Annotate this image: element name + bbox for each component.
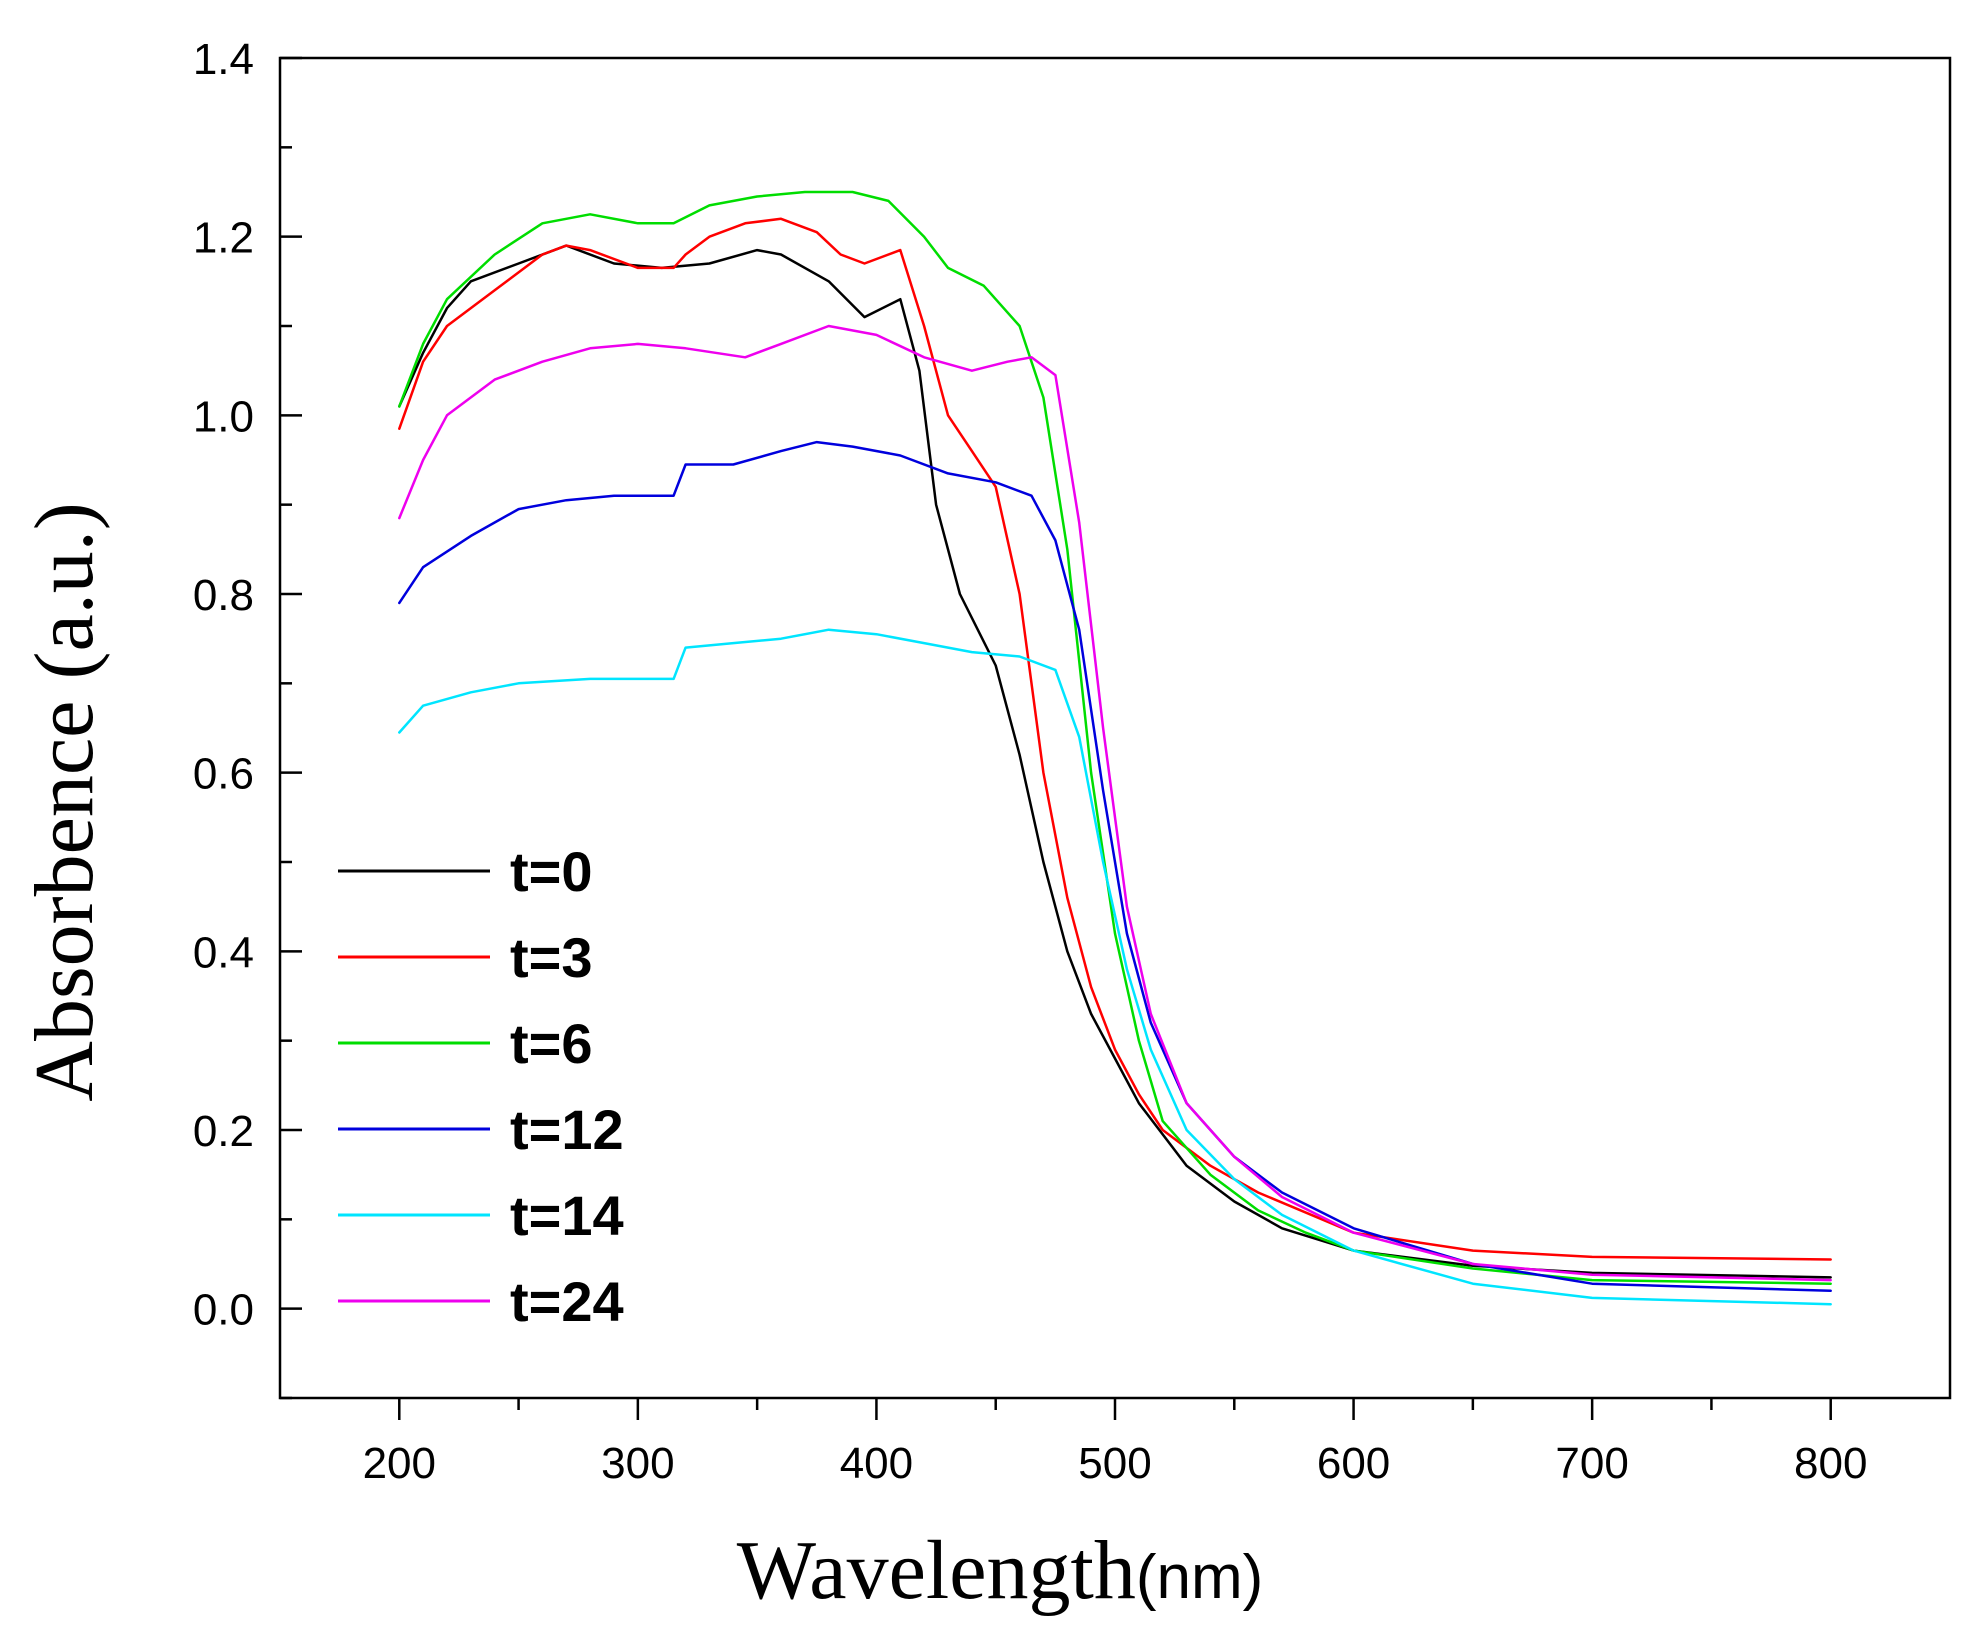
x-tick-label: 800 bbox=[1794, 1439, 1867, 1488]
legend-label: t=6 bbox=[510, 1012, 593, 1075]
y-tick-label: 0.0 bbox=[193, 1286, 254, 1335]
legend-label: t=0 bbox=[510, 840, 593, 903]
y-tick-label: 0.6 bbox=[193, 750, 254, 799]
x-tick-label: 500 bbox=[1078, 1439, 1151, 1488]
legend-label: t=3 bbox=[510, 926, 593, 989]
series-lines bbox=[398, 190, 1832, 1306]
y-tick-label: 0.4 bbox=[193, 928, 254, 977]
x-tick-label: 400 bbox=[840, 1439, 913, 1488]
legend: t=0 t=3 t=6 t=12 t=14 t=24 bbox=[338, 840, 624, 1333]
x-tick-label: 200 bbox=[363, 1439, 436, 1488]
x-axis-title-text: Wavelength bbox=[737, 1524, 1136, 1617]
legend-label: t=12 bbox=[510, 1098, 624, 1161]
legend-label: t=24 bbox=[510, 1270, 624, 1333]
x-axis-title: Wavelength(nm) bbox=[737, 1524, 1264, 1617]
legend-label: t=14 bbox=[510, 1184, 624, 1247]
x-tick-label: 300 bbox=[601, 1439, 674, 1488]
series-line-t-12 bbox=[398, 440, 1832, 1293]
y-tick-label: 0.8 bbox=[193, 571, 254, 620]
series-line-t-14 bbox=[398, 628, 1832, 1306]
series-line-t-6 bbox=[398, 190, 1832, 1285]
y-axis-title: Absorbence (a.u.) bbox=[18, 502, 111, 1101]
x-axis-title-unit: (nm) bbox=[1136, 1543, 1263, 1612]
x-axis: 200 300 400 500 600 700 800 bbox=[363, 1398, 1867, 1488]
x-tick-label: 700 bbox=[1555, 1439, 1628, 1488]
series-line-t-24 bbox=[398, 324, 1832, 1282]
y-tick-label: 1.4 bbox=[193, 35, 254, 84]
x-tick-label: 600 bbox=[1317, 1439, 1390, 1488]
y-axis: 0.0 0.2 0.4 0.6 0.8 1.0 1.2 1.4 bbox=[193, 35, 302, 1400]
y-tick-label: 1.0 bbox=[193, 392, 254, 441]
y-tick-label: 0.2 bbox=[193, 1107, 254, 1156]
y-tick-label: 1.2 bbox=[193, 214, 254, 263]
